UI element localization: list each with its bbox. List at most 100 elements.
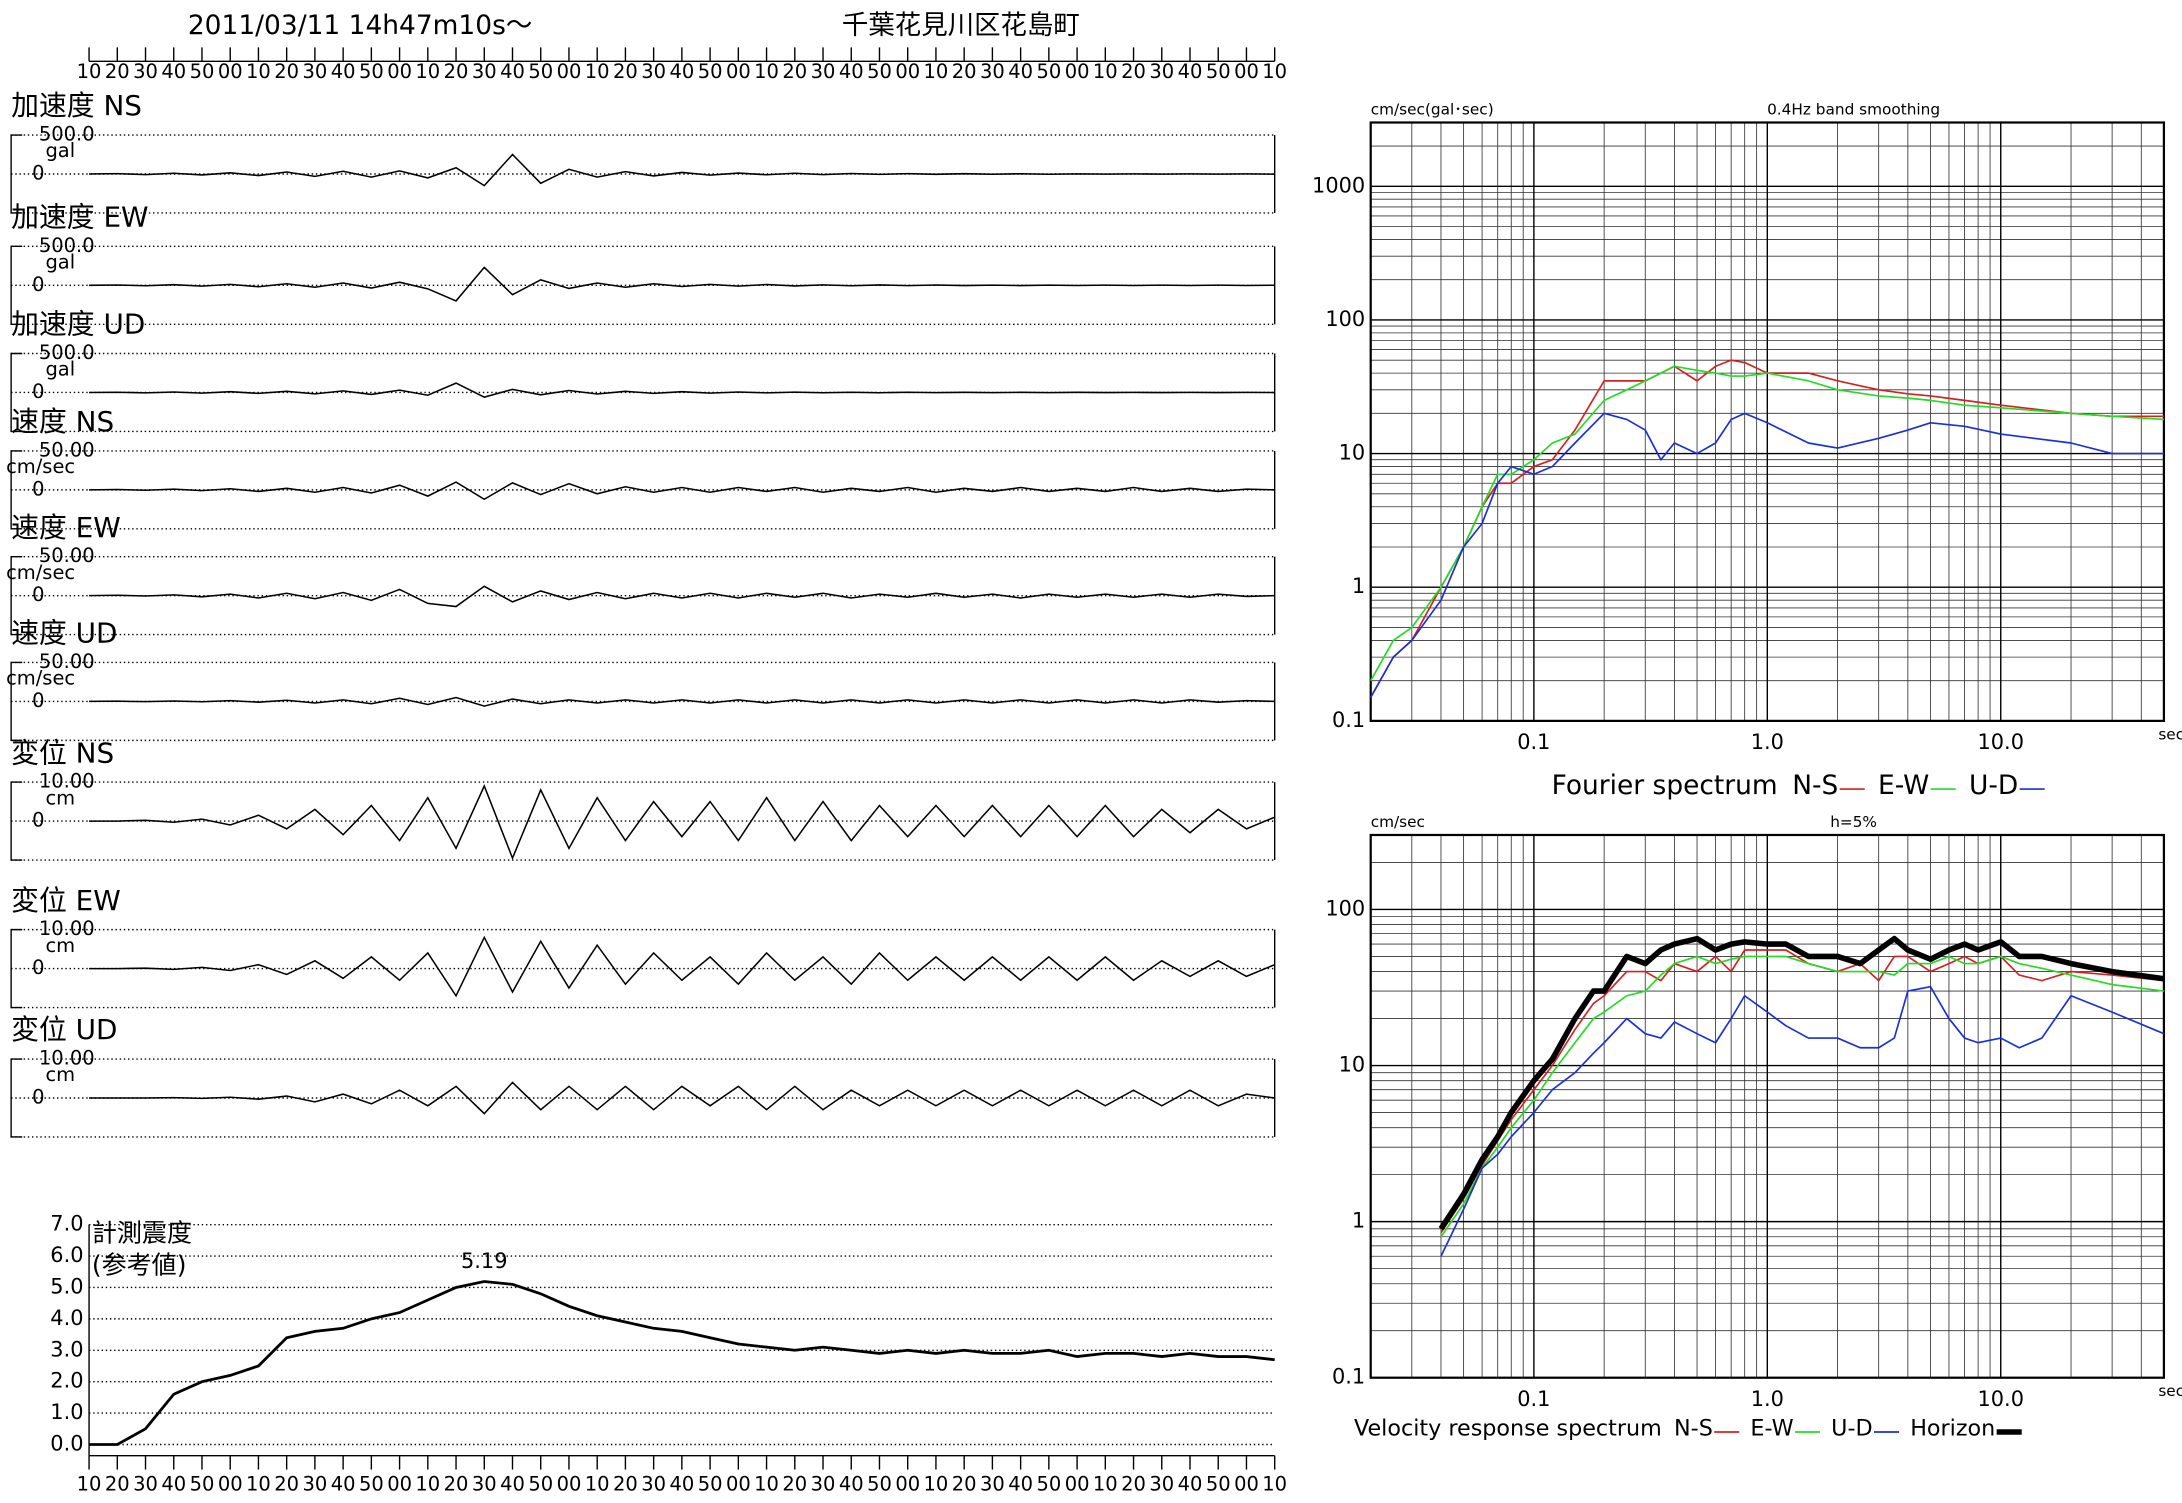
plot-frame	[1369, 833, 2166, 1379]
waveform	[89, 382, 1275, 398]
x-tick-label: 30	[472, 60, 497, 83]
x-tick-label: 40	[161, 1472, 186, 1495]
y-tick-label: 1	[1352, 1209, 1365, 1233]
x-tick-label: 20	[444, 1472, 469, 1495]
x-tick-label: 50	[1036, 1472, 1061, 1495]
x-tick-label: 30	[133, 1472, 158, 1495]
x-tick-label: 10	[1093, 60, 1118, 83]
chart-subtitle: 0.4Hz band smoothing	[1767, 100, 1940, 118]
x-tick-label: 00	[218, 60, 243, 83]
x-axis-label: sec	[2158, 725, 2182, 743]
x-tick-label: 10	[77, 60, 102, 83]
panel-label: 加速度 NS	[11, 89, 142, 122]
x-tick-label: 10	[585, 1472, 610, 1495]
chart-subtitle: h=5%	[1830, 813, 1877, 831]
x-tick-label: 00	[1234, 60, 1259, 83]
x-tick-label: 10	[246, 1472, 271, 1495]
unit-label: gal	[45, 139, 75, 162]
y-tick-label: 0	[32, 477, 44, 500]
x-tick-label: 30	[1149, 1472, 1174, 1495]
panel-label: 速度 UD	[11, 617, 117, 650]
panel-label: 変位 NS	[11, 736, 114, 769]
x-tick-label: 50	[698, 60, 723, 83]
unit-label: cm	[45, 1063, 75, 1086]
waveform	[89, 481, 1275, 501]
plot-frame	[1369, 121, 2166, 722]
panel-label: 加速度 UD	[11, 308, 145, 341]
x-tick-label: 30	[472, 1472, 497, 1495]
x-tick-label: 00	[387, 1472, 412, 1495]
x-tick-label: 50	[867, 60, 892, 83]
y-tick-label: 50.00	[39, 544, 95, 567]
x-tick-label: 20	[444, 60, 469, 83]
x-tick-label: 40	[500, 60, 525, 83]
spectrum-line	[1438, 935, 2165, 1231]
x-tick-label: 20	[952, 60, 977, 83]
y-tick-label: 0	[32, 380, 44, 403]
x-tick-label: 40	[1178, 60, 1203, 83]
x-tick-label: 50	[867, 1472, 892, 1495]
x-tick-label: 40	[1178, 1472, 1203, 1495]
x-tick-label: 10	[924, 60, 949, 83]
x-tick-label: 40	[161, 60, 186, 83]
unit-label: cm/sec	[6, 561, 75, 584]
x-tick-label: 10	[585, 60, 610, 83]
x-tick-label: 50	[1206, 1472, 1231, 1495]
unit-label: cm/sec	[6, 455, 75, 478]
x-tick-label: 10	[77, 1472, 102, 1495]
x-tick-label: 30	[811, 1472, 836, 1495]
intensity-line	[89, 1280, 1275, 1446]
x-tick-label: 20	[274, 1472, 299, 1495]
x-tick-label: 40	[331, 1472, 356, 1495]
y-tick-label: 2.0	[50, 1369, 83, 1393]
x-tick-label: 30	[641, 60, 666, 83]
y-tick-label: 1	[1352, 574, 1365, 598]
x-tick-label: 50	[190, 60, 215, 83]
x-tick-label: 10	[1262, 1472, 1287, 1495]
spectrum-line	[1369, 412, 2164, 698]
y-tick-label: 0	[32, 809, 44, 832]
x-tick-label: 20	[613, 1472, 638, 1495]
y-tick-label: 7.0	[50, 1212, 83, 1236]
x-tick-label: 00	[895, 60, 920, 83]
y-tick-label: 0	[32, 161, 44, 184]
x-tick-label: 00	[895, 1472, 920, 1495]
x-tick-label: 30	[641, 1472, 666, 1495]
x-axis-label: sec	[2158, 1382, 2182, 1400]
y-tick-label: 10.00	[39, 1047, 95, 1070]
x-tick-label: 1.0	[1751, 1387, 1784, 1411]
y-tick-label: 0.0	[50, 1432, 83, 1456]
y-tick-label: 10.00	[39, 917, 95, 940]
peak-label: 5.19	[461, 1249, 507, 1273]
x-tick-label: 40	[331, 60, 356, 83]
waveform	[89, 266, 1275, 302]
chart-title: Velocity response spectrum	[1354, 1416, 1662, 1442]
chart-subtitle: (参考値)	[92, 1250, 187, 1279]
x-tick-label: 20	[1121, 1472, 1146, 1495]
x-tick-label: 50	[1206, 60, 1231, 83]
x-tick-label: 10	[754, 60, 779, 83]
y-axis-label: cm/sec(gal･sec)	[1371, 100, 1494, 118]
waveform	[89, 784, 1275, 861]
x-tick-label: 50	[528, 1472, 553, 1495]
x-tick-label: 20	[952, 1472, 977, 1495]
x-tick-label: 30	[980, 60, 1005, 83]
x-tick-label: 10	[246, 60, 271, 83]
x-tick-label: 10	[924, 1472, 949, 1495]
x-tick-label: 30	[811, 60, 836, 83]
y-tick-label: 100	[1325, 307, 1365, 331]
x-tick-label: 30	[303, 1472, 328, 1495]
y-tick-label: 500.0	[39, 123, 95, 146]
x-tick-label: 20	[105, 1472, 130, 1495]
x-tick-label: 00	[726, 60, 751, 83]
legend-label: Horizon	[1910, 1416, 1995, 1442]
unit-label: gal	[45, 251, 75, 274]
legend-label: N-S	[1674, 1416, 1713, 1442]
panel-label: 速度 EW	[11, 511, 121, 544]
datetime: 2011/03/11 14h47m10s〜	[188, 10, 532, 41]
y-tick-label: 10	[1339, 1053, 1366, 1077]
unit-label: gal	[45, 358, 75, 381]
y-tick-label: 1.0	[50, 1400, 83, 1424]
y-tick-label: 0	[32, 956, 44, 979]
y-tick-label: 10	[1339, 441, 1366, 465]
